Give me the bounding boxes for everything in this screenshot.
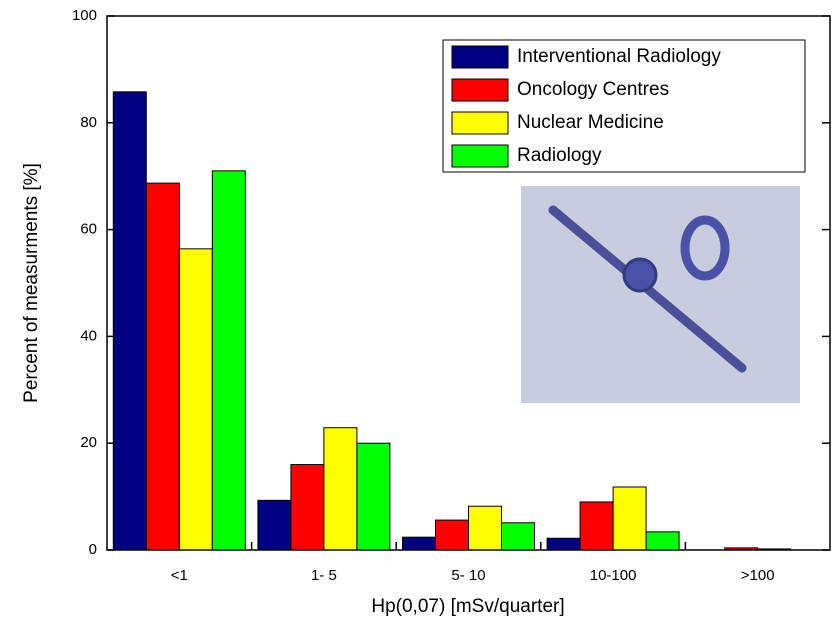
bar (112, 91, 147, 551)
bar (435, 519, 469, 551)
y-tick-label: 0 (89, 541, 97, 558)
bar (645, 531, 680, 551)
bar (501, 522, 535, 551)
inset-photo (521, 186, 800, 403)
x-axis-title: Hp(0,07) [mSv/quarter] (371, 596, 564, 617)
bar (579, 501, 614, 551)
bar (178, 248, 213, 551)
bar (257, 499, 292, 551)
y-tick-label: 20 (80, 434, 97, 451)
bar (323, 427, 358, 551)
legend-swatch (451, 78, 509, 102)
legend-label: Interventional Radiology (517, 46, 721, 67)
legend-swatch (451, 45, 509, 69)
x-tick-label: >100 (741, 567, 775, 584)
y-tick-label: 80 (80, 114, 97, 131)
bar (211, 170, 246, 551)
bar (546, 537, 581, 551)
bar (145, 182, 180, 551)
x-tick-label: 5- 10 (451, 567, 485, 584)
y-tick-label: 40 (80, 327, 97, 344)
bar (612, 486, 647, 551)
bar (468, 505, 502, 551)
y-tick-label: 100 (72, 7, 97, 24)
plot-frame (106, 15, 831, 551)
x-tick-label: 10-100 (590, 567, 637, 584)
y-axis-title: Percent of measurments [%] (21, 163, 42, 403)
legend-label: Radiology (517, 145, 602, 166)
x-tick-label: <1 (171, 567, 188, 584)
x-tick-label: 1- 5 (311, 567, 337, 584)
bar (290, 464, 325, 551)
y-tick-label: 60 (80, 221, 97, 238)
legend-label: Oncology Centres (517, 79, 669, 100)
legend-swatch (451, 144, 509, 168)
bar (356, 442, 391, 551)
bar (402, 536, 436, 551)
legend-label: Nuclear Medicine (517, 112, 664, 133)
legend-swatch (451, 111, 509, 135)
